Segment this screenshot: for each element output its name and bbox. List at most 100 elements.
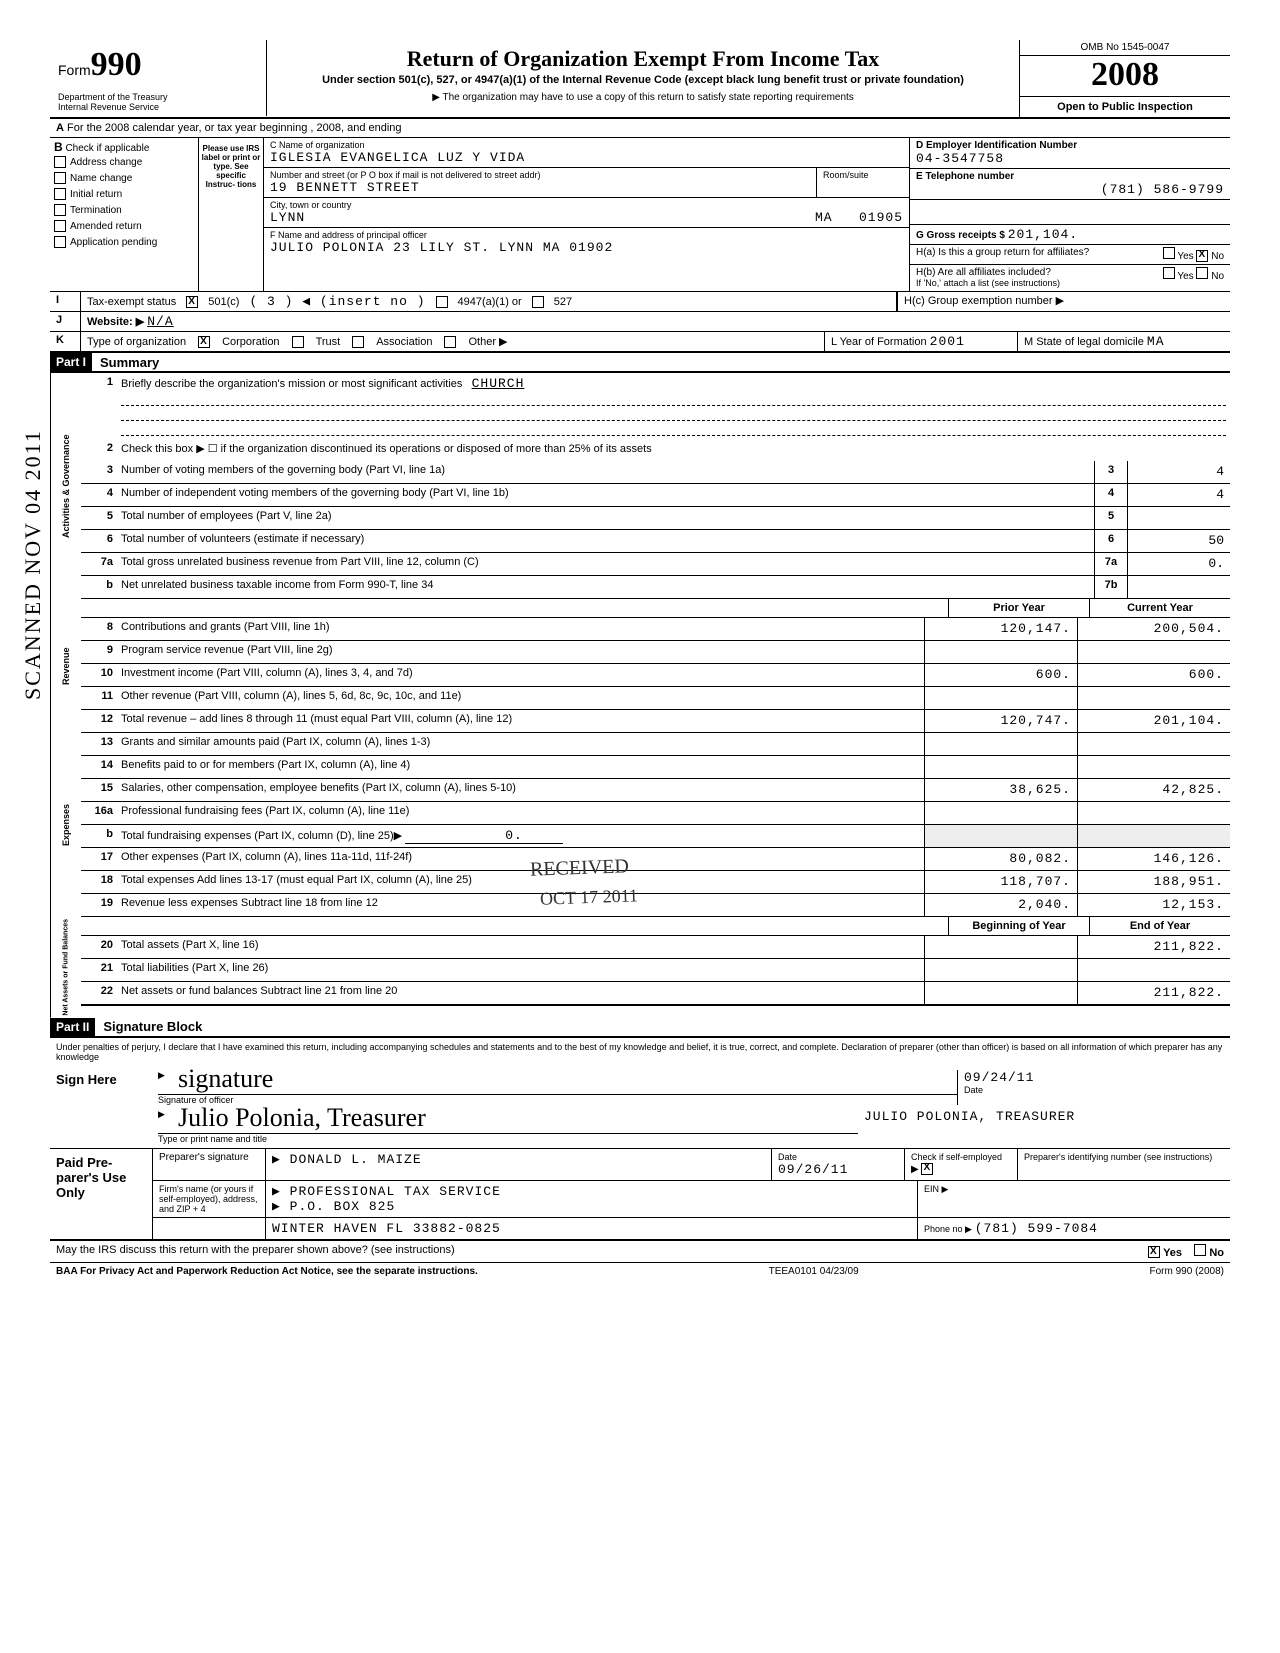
date-label: Date (964, 1085, 1224, 1095)
m-label: M State of legal domicile (1024, 336, 1144, 348)
chk-4947[interactable] (436, 296, 448, 308)
telephone: (781) 586-9799 (916, 182, 1224, 197)
footer-row: BAA For Privacy Act and Paperwork Reduct… (50, 1263, 1230, 1280)
line5: Total number of employees (Part V, line … (117, 507, 1094, 529)
addr-label: Number and street (or P O box if mail is… (270, 170, 810, 180)
website: N/A (147, 314, 173, 329)
p12: 120,747. (924, 710, 1077, 732)
opt-name-change: Name change (70, 173, 132, 184)
chk-assoc[interactable] (352, 336, 364, 348)
chk-self-employed[interactable] (921, 1163, 933, 1175)
col-c-block: C Name of organization IGLESIA EVANGELIC… (264, 138, 909, 291)
p19: 2,040. (924, 894, 1077, 916)
line7b: Net unrelated business taxable income fr… (117, 576, 1094, 598)
v7b (1127, 576, 1230, 598)
chk-address-change[interactable] (54, 156, 66, 168)
firm-csz: WINTER HAVEN FL 33882-0825 (266, 1218, 918, 1239)
dept-treasury: Department of the Treasury Internal Reve… (58, 92, 258, 112)
open-inspection: Open to Public Inspection (1020, 97, 1230, 117)
signature-cursive: signature (178, 1064, 273, 1094)
type-name-label: Type or print name and title (158, 1134, 858, 1144)
line8: Contributions and grants (Part VIII, lin… (117, 618, 924, 640)
j-label: Website: ▶ (87, 316, 144, 328)
v16b: 0. (405, 828, 563, 844)
side-expenses: Expenses (50, 733, 81, 917)
prep-phone: (781) 599-7084 (975, 1221, 1098, 1236)
discuss-yes[interactable] (1148, 1246, 1160, 1258)
hb-yes[interactable] (1163, 267, 1175, 279)
part-ii-bar: Part II (50, 1018, 95, 1036)
ein-label2: EIN ▶ (924, 1184, 948, 1194)
i-label: Tax-exempt status (87, 296, 176, 308)
line14: Benefits paid to or for members (Part IX… (117, 756, 924, 778)
hb-no[interactable] (1196, 267, 1208, 279)
city: LYNN (270, 210, 305, 225)
line16a: Professional fundraising fees (Part IX, … (117, 802, 924, 824)
opt-initial-return: Initial return (70, 189, 122, 200)
k-corp: Corporation (222, 336, 279, 348)
discuss-no[interactable] (1194, 1244, 1206, 1256)
part-i-bar: Part I (50, 353, 92, 371)
gross-label: G Gross receipts $ (916, 230, 1005, 241)
pin-label: Preparer's identifying number (see instr… (1024, 1152, 1212, 1162)
v6: 50 (1127, 530, 1230, 552)
c12: 201,104. (1077, 710, 1230, 732)
prep-sig-label: Preparer's signature (153, 1149, 266, 1180)
c20: 211,822. (1077, 936, 1230, 958)
p9 (924, 641, 1077, 663)
chk-name-change[interactable] (54, 172, 66, 184)
line15: Salaries, other compensation, employee b… (117, 779, 924, 801)
line11: Other revenue (Part VIII, column (A), li… (117, 687, 924, 709)
please-use-label: Please use IRS label or print or type. S… (199, 138, 264, 291)
state: MA (815, 210, 833, 225)
current-year-head: Current Year (1089, 599, 1230, 617)
ein-label: D Employer Identification Number (916, 140, 1224, 151)
chk-corp[interactable] (198, 336, 210, 348)
form-subtitle: Under section 501(c), 527, or 4947(a)(1)… (275, 74, 1011, 86)
ha-yes[interactable] (1163, 247, 1175, 259)
opt-app-pending: Application pending (70, 237, 157, 248)
chk-501c[interactable] (186, 296, 198, 308)
line21: Total liabilities (Part X, line 26) (117, 959, 924, 981)
ha-no[interactable] (1196, 250, 1208, 262)
line2: Check this box ▶ ☐ if the organization d… (117, 439, 1230, 461)
header-center: Return of Organization Exempt From Incom… (267, 40, 1019, 105)
opt-address-change: Address change (70, 157, 142, 168)
chk-amended[interactable] (54, 220, 66, 232)
chk-initial-return[interactable] (54, 188, 66, 200)
line4: Number of independent voting members of … (117, 484, 1094, 506)
gross-receipts: 201,104. (1008, 227, 1078, 242)
p18: 118,707. (924, 871, 1077, 893)
perjury-text: Under penalties of perjury, I declare th… (50, 1038, 1230, 1066)
principal-officer: JULIO POLONIA 23 LILY ST. LYNN MA 01902 (270, 240, 903, 255)
side-activities-governance: Activities & Governance (50, 373, 81, 599)
i-501c: 501(c) (208, 296, 239, 308)
i-4947: 4947(a)(1) or (458, 296, 522, 308)
line6: Total number of volunteers (estimate if … (117, 530, 1094, 552)
line10: Investment income (Part VIII, column (A)… (117, 664, 924, 686)
chk-termination[interactable] (54, 204, 66, 216)
c-name-label: C Name of organization (270, 140, 903, 150)
k-trust: Trust (316, 336, 341, 348)
chk-527[interactable] (532, 296, 544, 308)
v5 (1127, 507, 1230, 529)
line22: Net assets or fund balances Subtract lin… (117, 982, 924, 1004)
c10: 600. (1077, 664, 1230, 686)
ha-label: H(a) Is this a group return for affiliat… (916, 247, 1089, 262)
firm-label: Firm's name (or yours if self-employed),… (153, 1181, 266, 1217)
k-assoc: Association (376, 336, 432, 348)
room-label: Room/suite (823, 170, 903, 180)
part-i-title: Summary (92, 355, 159, 370)
sign-here-row: Sign Here signature Signature of officer… (50, 1066, 1230, 1149)
part-i-header: Part I Summary (50, 353, 1230, 373)
chk-trust[interactable] (292, 336, 304, 348)
section-bcd: B Check if applicable Address change Nam… (50, 138, 1230, 292)
omb-number: OMB No 1545-0047 (1020, 40, 1230, 56)
col-d-block: D Employer Identification Number 04-3547… (909, 138, 1230, 291)
header-right: OMB No 1545-0047 2008 Open to Public Ins… (1019, 40, 1230, 117)
hb-label: H(b) Are all affiliates included? (916, 267, 1051, 278)
chk-app-pending[interactable] (54, 236, 66, 248)
opt-amended: Amended return (70, 221, 142, 232)
row-j: J Website: ▶ N/A (50, 312, 1230, 332)
chk-other[interactable] (444, 336, 456, 348)
